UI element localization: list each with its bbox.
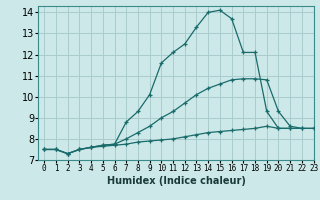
X-axis label: Humidex (Indice chaleur): Humidex (Indice chaleur) [107, 176, 245, 186]
